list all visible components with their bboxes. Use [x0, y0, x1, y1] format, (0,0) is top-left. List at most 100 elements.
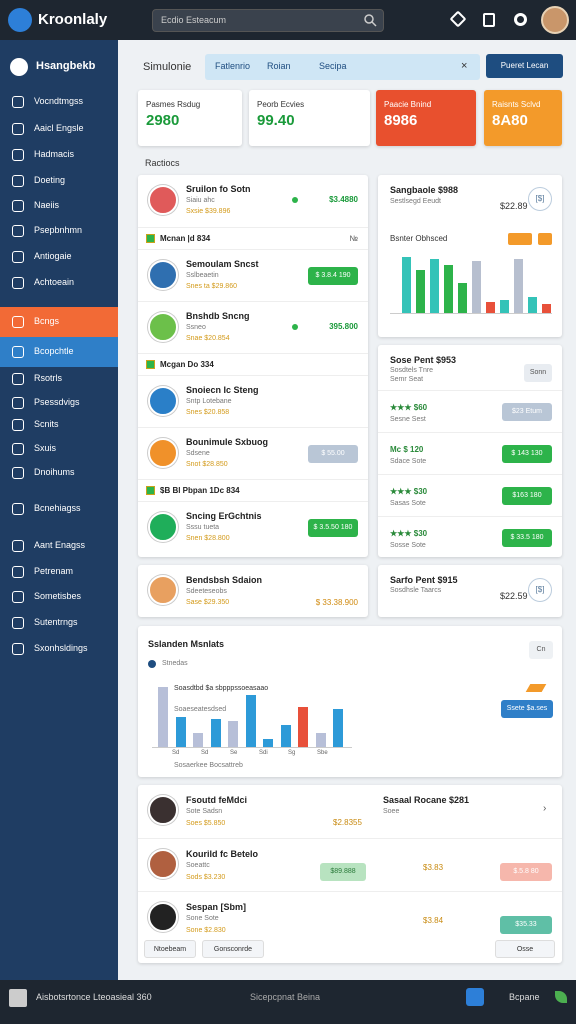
sidebar-label: Vocndtmgss: [34, 96, 84, 106]
tab[interactable]: Roian: [267, 61, 291, 71]
card-price: $22.89: [500, 201, 528, 211]
sidebar-item[interactable]: Bcopchtle: [0, 337, 118, 367]
footer-toggle[interactable]: [466, 988, 484, 1006]
sidebar-item[interactable]: Naeiis: [0, 196, 118, 216]
person-chip: $89.888: [320, 863, 366, 881]
offer-button[interactable]: $163 180: [502, 487, 552, 505]
person-value: $3.84: [423, 916, 444, 925]
sidebar-item[interactable]: Achtoeain: [0, 273, 118, 293]
sidebar-item[interactable]: Rsotrls: [0, 369, 118, 389]
group-action[interactable]: №: [349, 234, 358, 243]
bar: [542, 304, 551, 313]
sidebar-icon: [12, 419, 24, 431]
offer-button[interactable]: $ 143 130: [502, 445, 552, 463]
sidebar-item[interactable]: Petrenam: [0, 562, 118, 582]
person-button[interactable]: $35.33: [500, 916, 552, 934]
person-name: Sespan [Sbm]: [186, 902, 247, 912]
primary-button[interactable]: Pueret Lecan: [486, 54, 563, 78]
sidebar-label: Aaicl Engsle: [34, 123, 84, 133]
sidebar-icon: [12, 467, 24, 479]
footer-button[interactable]: Gonsconrde: [202, 940, 264, 958]
sidebar-item[interactable]: Bcngs: [0, 307, 118, 337]
sidebar-item[interactable]: Scnits: [0, 415, 118, 435]
search-box[interactable]: Ecdio Esteacum: [152, 9, 384, 32]
card-chip[interactable]: [$]: [528, 187, 552, 211]
chart-chip[interactable]: [538, 233, 552, 245]
sidebar-icon: [12, 443, 24, 455]
avatar: [148, 795, 178, 825]
person-row: Sespan [Sbm] Sone Sote Sone $2.830 $3.84 $35…: [138, 891, 562, 944]
sidebar-label: Petrenam: [34, 566, 74, 576]
card-button[interactable]: Sonn: [524, 364, 552, 382]
group-label: Mcnan |d 834: [160, 234, 211, 243]
card-title: Sarfo Pent $915: [390, 575, 458, 585]
sidebar-item[interactable]: Sxuis: [0, 439, 118, 459]
chart-sub: Soaeseatesdsed: [174, 706, 227, 713]
chart-footer: Sosaerkee Bocsattreb: [174, 762, 243, 769]
sidebar-item[interactable]: Antiogaie: [0, 247, 118, 267]
sidebar-item[interactable]: Dnoihums: [0, 463, 118, 483]
person-name: Fsoutd feMdci: [186, 795, 247, 805]
tab[interactable]: Fatlenrio: [215, 61, 251, 71]
item-title: Bounimule Sxbuog: [186, 437, 268, 447]
user-avatar[interactable]: [541, 6, 569, 34]
legend-dot: [148, 660, 156, 668]
offer-button[interactable]: $23 Etum: [502, 403, 552, 421]
offer-button[interactable]: $ 33.5 180: [502, 529, 552, 547]
clipboard-icon[interactable]: [483, 13, 495, 27]
sidebar-item[interactable]: Psepbnhmn: [0, 221, 118, 241]
card-button[interactable]: Cn: [529, 641, 553, 659]
sidebar-icon: [12, 149, 24, 161]
close-button[interactable]: Osse: [495, 940, 555, 958]
sidebar-label: Bcngs: [34, 316, 60, 326]
sidebar-item[interactable]: Sxonhsldings: [0, 639, 118, 659]
footer-button[interactable]: Ntoebeam: [144, 940, 196, 958]
person-button[interactable]: $.5.8 80: [500, 863, 552, 881]
person-row: Kourild fc Betelo Soeattc Sods $3.230 $89.8…: [138, 838, 562, 891]
tool-icon[interactable]: [449, 10, 467, 28]
tab-close[interactable]: ×: [461, 60, 468, 72]
group-header: Mcgan Do 334: [138, 353, 368, 375]
avatar: [148, 260, 178, 290]
action-button[interactable]: Ssete $a.ses: [501, 700, 553, 718]
sidebar-item[interactable]: Vocndtmgss: [0, 92, 118, 112]
bar: [486, 302, 495, 313]
stat-value: 2980: [146, 112, 180, 129]
avatar: [148, 902, 178, 932]
sidebar-item[interactable]: Aant Enagss: [0, 536, 118, 556]
item-title: Bendsbsh Sdaion: [186, 575, 263, 585]
sidebar-item[interactable]: Psessdvigs: [0, 393, 118, 413]
avatar: [148, 312, 178, 342]
item-meta: Sase $29.350: [186, 599, 230, 606]
footer-left: Aisbotsrtonce Lteoasieal 360: [36, 992, 152, 1002]
tab[interactable]: Secipa: [319, 61, 347, 71]
settings-icon[interactable]: [514, 13, 527, 26]
sidebar-label: Bcnehiagss: [34, 503, 81, 513]
card-chip[interactable]: [$]: [528, 578, 552, 602]
stat-label: Raisnts Sclvd: [492, 100, 541, 109]
sidebar-item[interactable]: Hadmacis: [0, 145, 118, 165]
group-icon: [146, 360, 155, 369]
sidebar-label: Antiogaie: [34, 251, 72, 261]
footer-leaf: [555, 991, 567, 1003]
sidebar-item[interactable]: Sometisbes: [0, 587, 118, 607]
page-title: Simulonie: [143, 61, 192, 73]
item-button[interactable]: $ 3.5.50 180: [308, 519, 358, 537]
group-icon: [146, 486, 155, 495]
status-dot: [292, 324, 298, 330]
chart-chip[interactable]: [508, 233, 532, 245]
item-title: Semoulam Sncst: [186, 259, 259, 269]
item-button[interactable]: $ 3.8.4 190: [308, 267, 358, 285]
sidebar-item[interactable]: Bcnehiagss: [0, 499, 118, 519]
sidebar-label: Doeting: [34, 175, 66, 185]
sidebar-item[interactable]: Aaicl Engsle: [0, 119, 118, 139]
bar: [444, 264, 453, 313]
sidebar-item[interactable]: Doeting: [0, 171, 118, 191]
sidebar-label: Bcopchtle: [34, 346, 74, 356]
sidebar-item[interactable]: Sutentrngs: [0, 613, 118, 633]
sidebar-label: Scnits: [34, 419, 59, 429]
item-button[interactable]: $ 55.00: [308, 445, 358, 463]
sidebar-icon: [12, 277, 24, 289]
item-value: $3.4880: [329, 195, 358, 204]
item-title: Bnshdb Sncng: [186, 311, 250, 321]
